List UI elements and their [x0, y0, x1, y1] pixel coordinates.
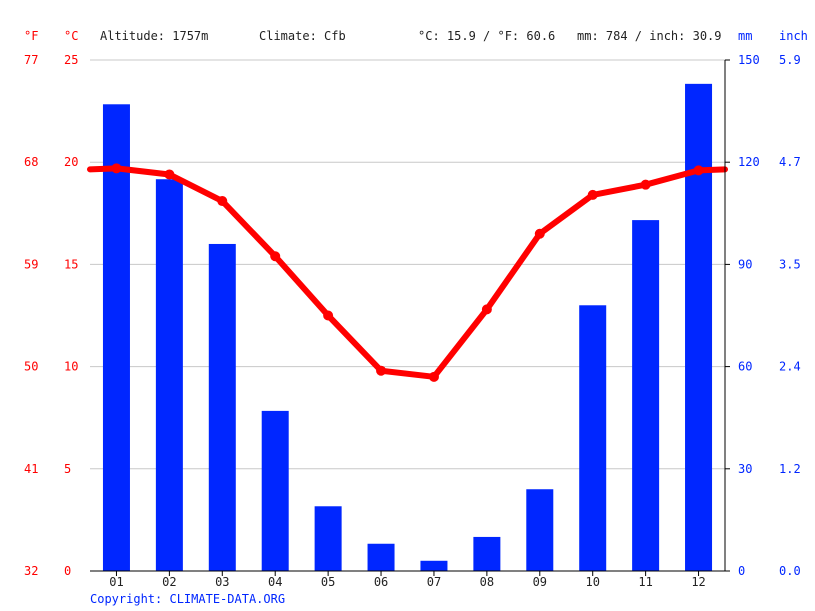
x-tick-label: 10 [585, 575, 599, 589]
temperature-point [217, 196, 228, 207]
tick-label-fahrenheit: 68 [24, 155, 38, 169]
tick-label-inch: 1.2 [779, 462, 801, 476]
unit-celsius-label: °C [64, 29, 78, 43]
temperature-point [640, 179, 651, 190]
tick-label-inch: 0.0 [779, 564, 801, 578]
temperature-line [87, 163, 728, 382]
altitude-label: Altitude: 1757m [100, 29, 208, 43]
precipitation-bar [367, 543, 395, 571]
average-temperature-label: °C: 15.9 / °F: 60.6 [418, 29, 555, 43]
tick-label-inch: 4.7 [779, 155, 801, 169]
tick-label-mm: 90 [738, 257, 752, 271]
temperature-point [587, 189, 598, 200]
tick-label-mm: 0 [738, 564, 745, 578]
temperature-point [323, 310, 334, 321]
tick-label-celsius: 10 [64, 360, 78, 374]
precipitation-bar [526, 489, 554, 571]
tick-label-fahrenheit: 32 [24, 564, 38, 578]
x-tick-label: 01 [109, 575, 123, 589]
unit-fahrenheit-label: °F [24, 29, 38, 43]
tick-label-celsius: 25 [64, 53, 78, 67]
precipitation-bar [685, 83, 713, 571]
x-tick-label: 07 [427, 575, 441, 589]
x-tick-label: 12 [691, 575, 705, 589]
climate-label: Climate: Cfb [259, 29, 346, 43]
x-tick-label: 06 [374, 575, 388, 589]
temperature-point [164, 169, 175, 180]
tick-label-fahrenheit: 41 [24, 462, 38, 476]
precipitation-bar [261, 410, 289, 571]
temperature-point [693, 165, 704, 176]
precipitation-bars [102, 83, 713, 571]
copyright-text: Copyright: CLIMATE-DATA.ORG [90, 592, 285, 606]
precipitation-bar [314, 506, 342, 571]
tick-label-mm: 60 [738, 360, 752, 374]
tick-label-celsius: 15 [64, 257, 78, 271]
temperature-line-path [87, 165, 728, 380]
tick-label-mm: 120 [738, 155, 760, 169]
temperature-point [111, 163, 122, 174]
temperature-point [534, 228, 545, 239]
tick-label-inch: 5.9 [779, 53, 801, 67]
tick-label-mm: 30 [738, 462, 752, 476]
unit-inch-label: inch [779, 29, 808, 43]
precipitation-bar [579, 305, 607, 571]
temperature-point [376, 365, 387, 376]
x-tick-label: 04 [268, 575, 282, 589]
tick-label-fahrenheit: 59 [24, 257, 38, 271]
tick-label-celsius: 0 [64, 564, 71, 578]
precipitation-bar [420, 560, 448, 571]
temperature-point [270, 251, 281, 262]
x-tick-label: 03 [215, 575, 229, 589]
gridlines [90, 59, 725, 470]
tick-label-celsius: 5 [64, 462, 71, 476]
temperature-point [481, 304, 492, 315]
tick-label-celsius: 20 [64, 155, 78, 169]
temperature-point [428, 371, 439, 382]
axes [90, 59, 730, 576]
x-tick-label: 11 [638, 575, 652, 589]
unit-mm-label: mm [738, 29, 752, 43]
tick-label-inch: 2.4 [779, 360, 801, 374]
x-tick-label: 02 [162, 575, 176, 589]
tick-label-fahrenheit: 50 [24, 360, 38, 374]
precipitation-bar [208, 243, 236, 571]
precipitation-bar [155, 179, 183, 571]
tick-label-mm: 150 [738, 53, 760, 67]
tick-labels: 77 25 150 5.968 20 120 4.759 15 90 3.550 10 60 2.441… [24, 53, 801, 589]
tick-label-inch: 3.5 [779, 257, 801, 271]
precipitation-bar [102, 104, 130, 571]
average-precipitation-label: mm: 784 / inch: 30.9 [577, 29, 722, 43]
tick-label-fahrenheit: 77 [24, 53, 38, 67]
precipitation-bar [632, 220, 660, 571]
x-tick-label: 09 [533, 575, 547, 589]
precipitation-bar [473, 536, 501, 571]
x-tick-label: 05 [321, 575, 335, 589]
x-tick-label: 08 [480, 575, 494, 589]
